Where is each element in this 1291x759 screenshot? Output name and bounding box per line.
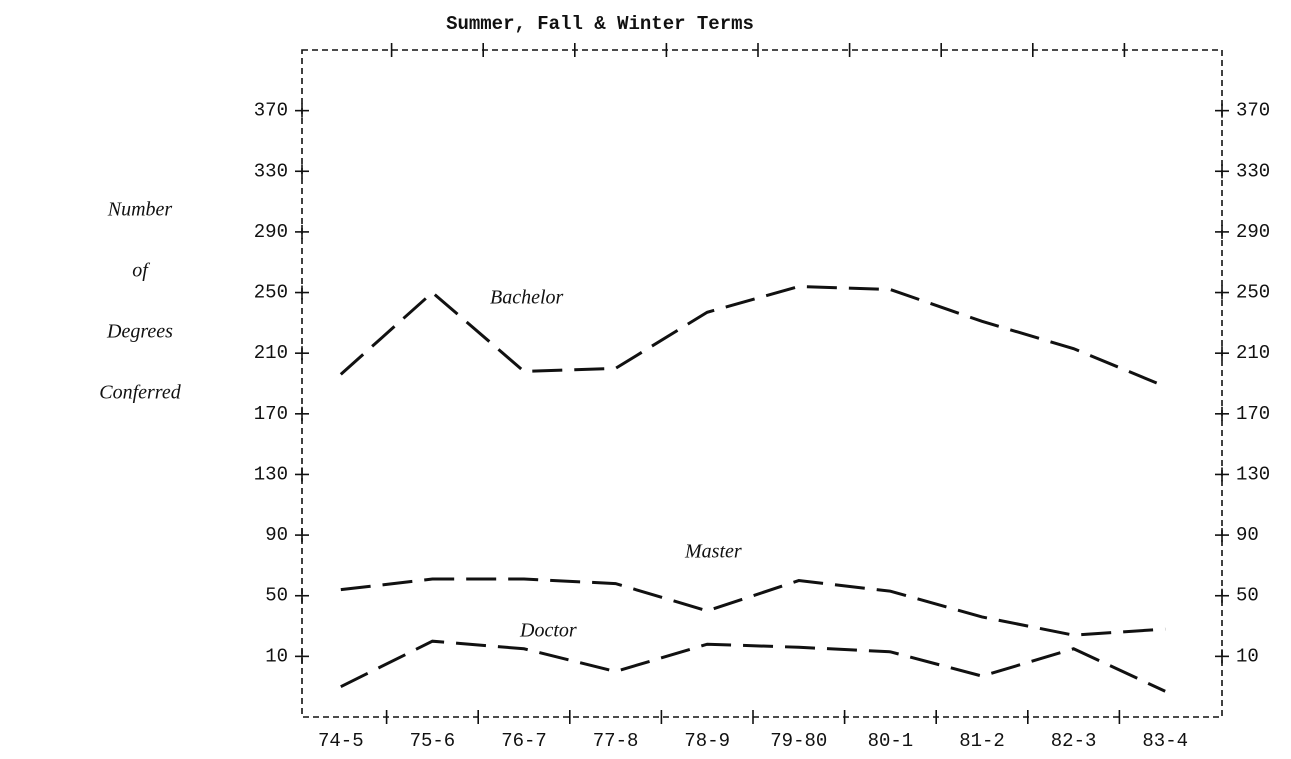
y-tick-label: 330 <box>254 160 288 182</box>
plot-frame <box>301 49 1223 718</box>
y-tick-label: 90 <box>265 524 288 546</box>
y-tick-label: 130 <box>254 463 288 485</box>
y2-tick-label: 330 <box>1236 160 1270 182</box>
x-tick-label: 78-9 <box>684 730 730 752</box>
y2-tick-label: 130 <box>1236 463 1270 485</box>
y2-tick-label: 90 <box>1236 524 1259 546</box>
y-tick-label: 50 <box>265 585 288 607</box>
y2-tick-label: 370 <box>1236 100 1270 122</box>
series-line <box>340 577 1166 637</box>
series-line <box>340 639 1166 693</box>
x-tick-label: 74-5 <box>318 730 364 752</box>
y-tick-label: 170 <box>254 403 288 425</box>
y-axis-label: Degrees <box>106 321 173 343</box>
x-tick-label: 76-7 <box>501 730 547 752</box>
chart-title: Summer, Fall & Winter Terms <box>446 13 754 35</box>
y-axis-label: of <box>132 260 150 282</box>
y2-tick-label: 50 <box>1236 585 1259 607</box>
y2-tick-label: 250 <box>1236 282 1270 304</box>
y-tick-label: 210 <box>254 342 288 364</box>
series-line <box>339 284 1166 388</box>
y-axis-label: Number <box>107 199 173 221</box>
series-label: Bachelor <box>490 287 564 309</box>
y-axis-label: Conferred <box>99 382 181 404</box>
x-tick-label: 79-80 <box>770 730 827 752</box>
y-tick-label: 290 <box>254 221 288 243</box>
y2-tick-label: 10 <box>1236 645 1259 667</box>
series-label: Master <box>684 541 742 563</box>
y2-tick-label: 290 <box>1236 221 1270 243</box>
x-tick-label: 81-2 <box>959 730 1005 752</box>
x-tick-label: 83-4 <box>1142 730 1188 752</box>
y2-tick-label: 170 <box>1236 403 1270 425</box>
y2-tick-label: 210 <box>1236 342 1270 364</box>
y-tick-label: 10 <box>265 645 288 667</box>
x-tick-label: 82-3 <box>1051 730 1097 752</box>
series-label: Doctor <box>519 620 577 642</box>
x-tick-label: 75-6 <box>410 730 456 752</box>
x-tick-label: 80-1 <box>868 730 914 752</box>
y-tick-label: 250 <box>254 282 288 304</box>
x-tick-label: 77-8 <box>593 730 639 752</box>
y-tick-label: 370 <box>254 100 288 122</box>
